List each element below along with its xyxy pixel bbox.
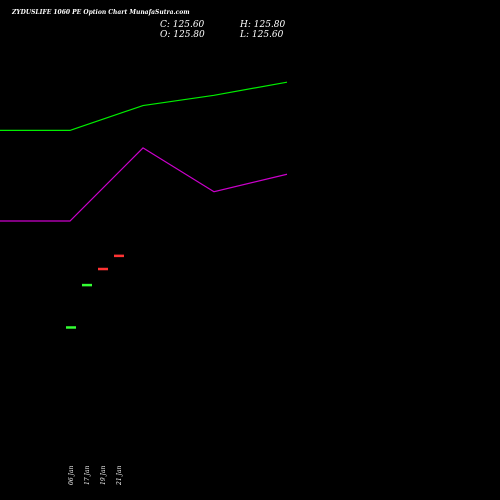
- overlay-lines: [0, 81, 288, 222]
- candles: [66, 254, 124, 329]
- overlay-line-1: [0, 81, 288, 131]
- high-label: H: 125.80: [239, 20, 286, 30]
- date-ticks: 06 Jan 17 Jan 19 Jan 21 Jan: [68, 465, 123, 486]
- open-label: O: 125.80: [160, 30, 205, 40]
- candle-19-jan: [98, 267, 108, 271]
- date-tick-label: 21 Jan: [116, 465, 123, 486]
- date-tick-label: 19 Jan: [100, 465, 107, 485]
- date-tick-label: 17 Jan: [84, 465, 91, 485]
- low-label: L: 125.60: [239, 30, 284, 40]
- chart-title: ZYDUSLIFE 1060 PE Option Chart MunafaSut…: [11, 9, 190, 16]
- date-tick-label: 06 Jan: [68, 465, 75, 485]
- overlay-line-2: [0, 147, 288, 222]
- candle-21-jan: [114, 254, 124, 258]
- candle-06-jan: [66, 326, 76, 329]
- candle-17-jan: [82, 283, 92, 287]
- close-label: C: 125.60: [160, 20, 205, 30]
